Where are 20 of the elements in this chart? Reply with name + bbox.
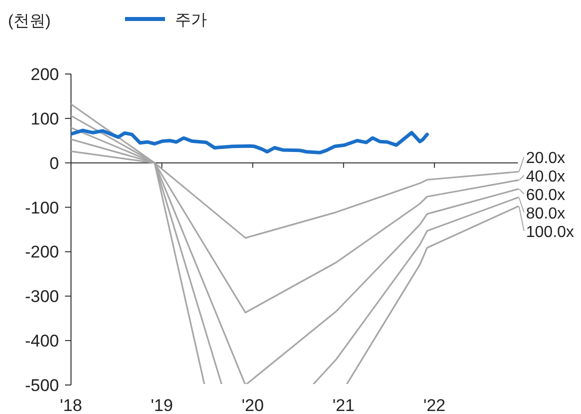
legend-label: 80.0x <box>526 205 566 222</box>
series-label: 100.0x <box>526 224 574 241</box>
y-tick-label: 200 <box>30 65 59 84</box>
legend-label: 60.0x <box>526 186 566 204</box>
y-tick-label: -500 <box>24 376 59 395</box>
legend-label: 주가 <box>175 12 207 29</box>
x-tick-label: '18 <box>60 396 82 414</box>
legend-label: 20.0x <box>526 150 566 167</box>
x-tick-label: '21 <box>332 396 355 414</box>
y-tick-label: -100 <box>24 198 59 218</box>
x-tick-label: '19 <box>150 396 173 414</box>
legend-label: 40.0x <box>526 168 566 186</box>
y-axis-title: (천원) <box>8 13 51 30</box>
y-tick-label: -400 <box>24 332 59 351</box>
y-tick-label: 100 <box>30 109 59 128</box>
x-tick-label: '20 <box>242 396 264 414</box>
y-tick-label: -300 <box>24 287 59 306</box>
y-tick-label: -200 <box>24 242 59 262</box>
x-tick-label: '22 <box>423 396 446 414</box>
y-tick-label: 0 <box>50 154 59 173</box>
